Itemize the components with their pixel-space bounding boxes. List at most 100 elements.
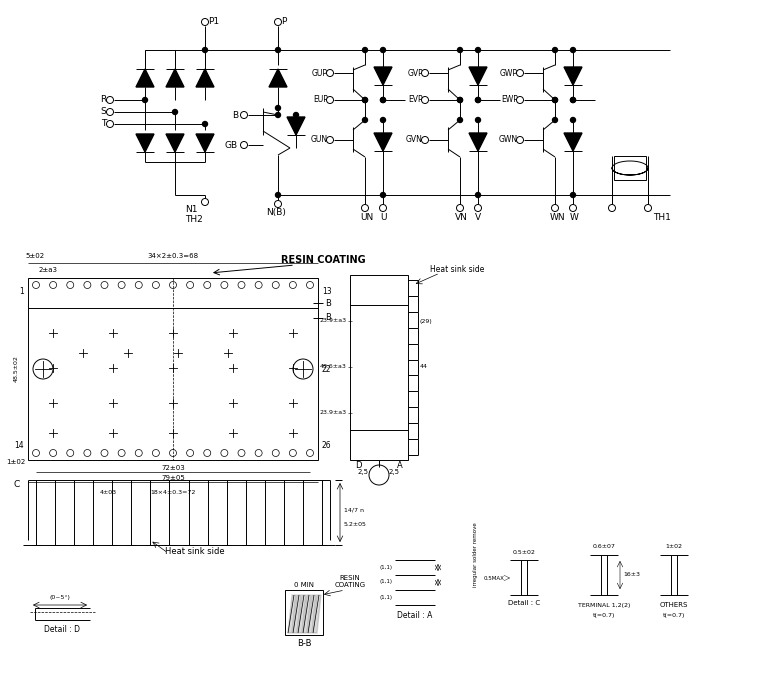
Text: (0~5°): (0~5°) xyxy=(49,596,71,601)
Circle shape xyxy=(107,120,113,127)
Text: 14/7 n: 14/7 n xyxy=(344,508,364,512)
Text: 48.6±a3: 48.6±a3 xyxy=(320,365,347,370)
Circle shape xyxy=(517,97,524,104)
Polygon shape xyxy=(166,69,184,87)
Text: 5±02: 5±02 xyxy=(25,253,44,259)
Polygon shape xyxy=(564,67,582,85)
Text: B: B xyxy=(232,111,238,120)
Text: T: T xyxy=(100,120,106,129)
Polygon shape xyxy=(313,595,321,633)
Circle shape xyxy=(517,136,524,144)
Text: 2,5: 2,5 xyxy=(358,469,369,475)
Circle shape xyxy=(361,204,368,211)
Circle shape xyxy=(476,193,480,197)
Polygon shape xyxy=(293,595,301,633)
Text: 34×2±0.3=68: 34×2±0.3=68 xyxy=(148,253,199,259)
Text: TERMINAL 1,2(2): TERMINAL 1,2(2) xyxy=(578,603,630,608)
Circle shape xyxy=(552,97,558,102)
Text: R: R xyxy=(100,95,106,104)
Circle shape xyxy=(275,113,281,118)
Circle shape xyxy=(552,204,559,211)
Text: 23.9±a3: 23.9±a3 xyxy=(320,410,347,416)
Polygon shape xyxy=(469,133,487,151)
Text: irregular solder remove: irregular solder remove xyxy=(473,523,477,587)
Text: W: W xyxy=(570,214,579,223)
Circle shape xyxy=(552,97,558,102)
Circle shape xyxy=(552,118,558,122)
Text: B: B xyxy=(325,314,331,323)
Circle shape xyxy=(202,48,208,52)
Circle shape xyxy=(240,141,247,148)
Circle shape xyxy=(202,199,209,206)
Circle shape xyxy=(380,48,386,52)
Text: Detail : A: Detail : A xyxy=(397,610,433,620)
Polygon shape xyxy=(469,67,487,85)
Text: 72±03: 72±03 xyxy=(161,465,185,471)
Circle shape xyxy=(380,97,386,102)
Circle shape xyxy=(202,18,209,25)
Text: 2±a3: 2±a3 xyxy=(39,267,58,273)
Text: 26: 26 xyxy=(322,442,332,451)
Text: 0.5±02: 0.5±02 xyxy=(513,550,536,556)
Text: 13: 13 xyxy=(322,288,332,297)
Polygon shape xyxy=(196,69,214,87)
Text: 0.6±07: 0.6±07 xyxy=(593,545,616,550)
Circle shape xyxy=(571,193,575,197)
Polygon shape xyxy=(288,595,296,633)
Text: U: U xyxy=(380,214,387,223)
Polygon shape xyxy=(308,595,316,633)
Text: V: V xyxy=(475,214,481,223)
Text: 44: 44 xyxy=(420,365,428,370)
Polygon shape xyxy=(287,117,305,135)
Text: 1±02: 1±02 xyxy=(6,459,25,465)
Text: 1±02: 1±02 xyxy=(666,545,683,550)
Bar xyxy=(28,278,318,460)
Circle shape xyxy=(380,204,387,211)
Circle shape xyxy=(476,118,480,122)
Circle shape xyxy=(362,97,368,102)
Text: Detail : D: Detail : D xyxy=(44,626,80,634)
Text: C: C xyxy=(14,480,20,489)
Text: WN: WN xyxy=(550,214,565,223)
Circle shape xyxy=(362,97,368,102)
Polygon shape xyxy=(374,67,392,85)
Circle shape xyxy=(202,122,208,127)
Text: (29): (29) xyxy=(420,318,433,323)
Text: GVN: GVN xyxy=(406,136,423,144)
Text: N(B): N(B) xyxy=(266,209,286,218)
Text: Heat sink side: Heat sink side xyxy=(165,547,224,556)
Text: VN: VN xyxy=(455,214,468,223)
Bar xyxy=(614,156,646,180)
Circle shape xyxy=(552,48,558,52)
Text: (1,1): (1,1) xyxy=(379,580,392,584)
Text: Detail : C: Detail : C xyxy=(508,600,540,606)
Text: RESIN
COATING: RESIN COATING xyxy=(334,575,365,588)
Text: 2,5: 2,5 xyxy=(389,469,400,475)
Text: t(=0.7): t(=0.7) xyxy=(593,612,615,617)
Polygon shape xyxy=(136,69,154,87)
Circle shape xyxy=(517,69,524,76)
Circle shape xyxy=(457,118,463,122)
Text: EUP: EUP xyxy=(313,95,328,104)
Circle shape xyxy=(275,193,281,197)
Text: 4±03: 4±03 xyxy=(100,489,116,494)
Circle shape xyxy=(362,48,368,52)
Circle shape xyxy=(380,193,386,197)
Circle shape xyxy=(142,97,148,102)
Polygon shape xyxy=(303,595,311,633)
Circle shape xyxy=(571,118,575,122)
Circle shape xyxy=(294,113,298,118)
Circle shape xyxy=(326,97,333,104)
Polygon shape xyxy=(166,134,184,152)
Text: 23.9±a3: 23.9±a3 xyxy=(320,318,347,323)
Text: GUP: GUP xyxy=(312,69,328,78)
Text: 16±3: 16±3 xyxy=(623,573,640,577)
Text: S: S xyxy=(100,108,106,116)
Circle shape xyxy=(326,136,333,144)
Text: N1: N1 xyxy=(185,206,198,214)
Text: P1: P1 xyxy=(208,18,219,27)
Circle shape xyxy=(107,108,113,116)
Circle shape xyxy=(609,204,616,211)
Text: 22: 22 xyxy=(322,365,332,374)
Text: 18×4±0.3=72: 18×4±0.3=72 xyxy=(151,489,196,494)
